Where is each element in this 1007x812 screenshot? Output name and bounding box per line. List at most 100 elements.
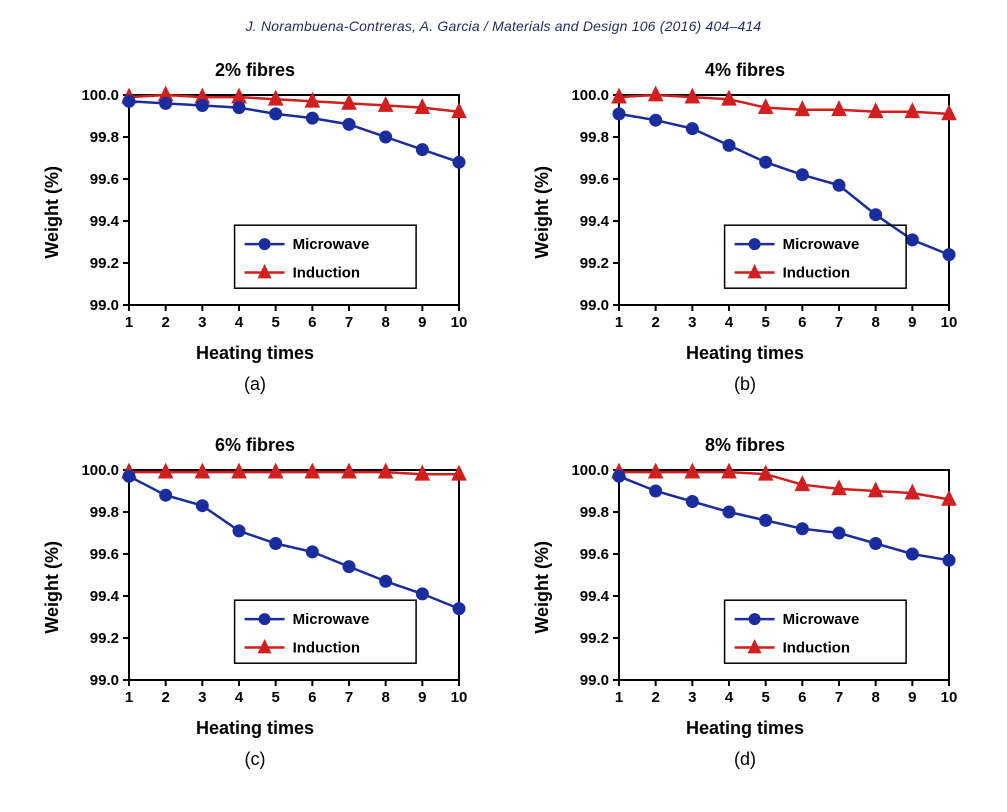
y-tick-label: 99.2 bbox=[89, 255, 118, 272]
x-axis-label: Heating times bbox=[686, 343, 804, 364]
y-tick-label: 99.8 bbox=[89, 129, 118, 146]
y-axis-label: Weight (%) bbox=[532, 541, 553, 634]
marker-microwave bbox=[686, 496, 698, 508]
y-tick-label: 99.4 bbox=[89, 588, 119, 605]
x-tick-label: 10 bbox=[450, 689, 467, 706]
x-tick-label: 3 bbox=[688, 689, 696, 706]
x-tick-label: 4 bbox=[234, 314, 243, 331]
y-tick-label: 99.0 bbox=[579, 297, 608, 314]
x-tick-label: 6 bbox=[798, 314, 806, 331]
legend-label-microwave: Microwave bbox=[292, 236, 369, 253]
y-axis-label: Weight (%) bbox=[42, 541, 63, 634]
marker-microwave bbox=[723, 506, 735, 518]
y-tick-label: 99.8 bbox=[579, 129, 608, 146]
panel-sublabel: (c) bbox=[245, 749, 266, 770]
x-tick-label: 7 bbox=[344, 314, 352, 331]
marker-microwave bbox=[379, 131, 391, 143]
marker-microwave bbox=[159, 97, 171, 109]
marker-microwave bbox=[306, 546, 318, 558]
x-tick-label: 6 bbox=[308, 689, 316, 706]
marker-microwave bbox=[306, 112, 318, 124]
x-tick-label: 6 bbox=[798, 689, 806, 706]
legend-marker-induction bbox=[747, 264, 761, 278]
chart-wrap: Weight (%)99.099.299.499.699.8100.012345… bbox=[42, 460, 469, 714]
series-line-induction bbox=[129, 472, 459, 474]
x-tick-label: 4 bbox=[724, 314, 733, 331]
x-tick-label: 7 bbox=[834, 689, 842, 706]
legend-marker-microwave bbox=[748, 238, 760, 250]
marker-microwave bbox=[416, 588, 428, 600]
x-tick-label: 10 bbox=[450, 314, 467, 331]
marker-microwave bbox=[906, 234, 918, 246]
x-tick-label: 6 bbox=[308, 314, 316, 331]
y-tick-label: 99.0 bbox=[89, 672, 118, 689]
marker-microwave bbox=[269, 108, 281, 120]
x-tick-label: 8 bbox=[381, 314, 389, 331]
legend-label-induction: Induction bbox=[292, 639, 360, 656]
x-tick-label: 2 bbox=[161, 689, 169, 706]
x-tick-label: 1 bbox=[124, 689, 132, 706]
panel-sublabel: (b) bbox=[734, 374, 756, 395]
panel-a: 2% fibres Weight (%) 99.0 99.2 99.4 99.6 99.8 1… bbox=[40, 60, 470, 395]
x-axis-label: Heating times bbox=[196, 718, 314, 739]
y-tick-label: 99.8 bbox=[579, 504, 608, 521]
x-tick-label: 8 bbox=[871, 689, 879, 706]
series-line-microwave bbox=[129, 101, 459, 162]
legend-marker-microwave bbox=[258, 613, 270, 625]
marker-microwave bbox=[233, 525, 245, 537]
marker-microwave bbox=[196, 100, 208, 112]
panel-sublabel: (d) bbox=[734, 749, 756, 770]
legend-label-induction: Induction bbox=[782, 639, 850, 656]
x-tick-label: 5 bbox=[761, 689, 769, 706]
chart-wrap: Weight (%)99.099.299.499.699.8100.012345… bbox=[532, 460, 959, 714]
marker-microwave bbox=[759, 514, 771, 526]
legend-marker-induction bbox=[747, 639, 761, 653]
y-axis-label: Weight (%) bbox=[42, 166, 63, 259]
x-tick-label: 2 bbox=[161, 314, 169, 331]
x-tick-label: 3 bbox=[198, 314, 206, 331]
citation-text: J. Norambuena-Contreras, A. Garcia / Mat… bbox=[0, 0, 1007, 34]
y-tick-label: 99.4 bbox=[89, 213, 119, 230]
marker-induction bbox=[648, 87, 662, 101]
legend-label-microwave: Microwave bbox=[782, 611, 859, 628]
chart-svg: 99.099.299.499.699.8100.012345678910Micr… bbox=[69, 460, 469, 714]
marker-induction bbox=[832, 101, 846, 115]
legend-label-microwave: Microwave bbox=[292, 611, 369, 628]
y-tick-label: 100.0 bbox=[571, 462, 609, 479]
y-tick-label: 99.0 bbox=[579, 672, 608, 689]
y-tick-label: 100.0 bbox=[81, 462, 119, 479]
x-tick-label: 5 bbox=[271, 314, 279, 331]
x-tick-label: 7 bbox=[344, 689, 352, 706]
y-tick-label: 99.6 bbox=[89, 171, 118, 188]
chart-title: 2% fibres bbox=[215, 60, 295, 81]
y-tick-label: 99.2 bbox=[89, 630, 118, 647]
charts-grid: 2% fibres Weight (%) 99.0 99.2 99.4 99.6 99.8 1… bbox=[40, 60, 960, 770]
marker-microwave bbox=[833, 179, 845, 191]
series-line-microwave bbox=[619, 114, 949, 255]
marker-microwave bbox=[379, 575, 391, 587]
marker-microwave bbox=[613, 470, 625, 482]
x-tick-label: 2 bbox=[651, 689, 659, 706]
marker-microwave bbox=[649, 114, 661, 126]
x-tick-label: 1 bbox=[124, 314, 132, 331]
x-tick-label: 3 bbox=[198, 689, 206, 706]
y-axis-label: Weight (%) bbox=[532, 166, 553, 259]
x-tick-label: 1 bbox=[614, 689, 622, 706]
x-tick-label: 10 bbox=[940, 689, 957, 706]
series-line-induction bbox=[619, 95, 949, 114]
x-tick-label: 4 bbox=[234, 689, 243, 706]
legend-label-induction: Induction bbox=[292, 264, 360, 281]
x-tick-label: 9 bbox=[418, 689, 426, 706]
x-tick-label: 9 bbox=[908, 314, 916, 331]
x-tick-label: 4 bbox=[724, 689, 733, 706]
marker-microwave bbox=[123, 95, 135, 107]
marker-microwave bbox=[759, 156, 771, 168]
y-tick-label: 100.0 bbox=[81, 87, 119, 104]
chart-svg: 99.099.299.499.699.8100.012345678910Micr… bbox=[559, 460, 959, 714]
marker-microwave bbox=[196, 500, 208, 512]
marker-microwave bbox=[416, 144, 428, 156]
panel-sublabel: (a) bbox=[244, 374, 266, 395]
marker-microwave bbox=[453, 603, 465, 615]
marker-microwave bbox=[159, 489, 171, 501]
y-tick-label: 99.0 bbox=[89, 297, 118, 314]
